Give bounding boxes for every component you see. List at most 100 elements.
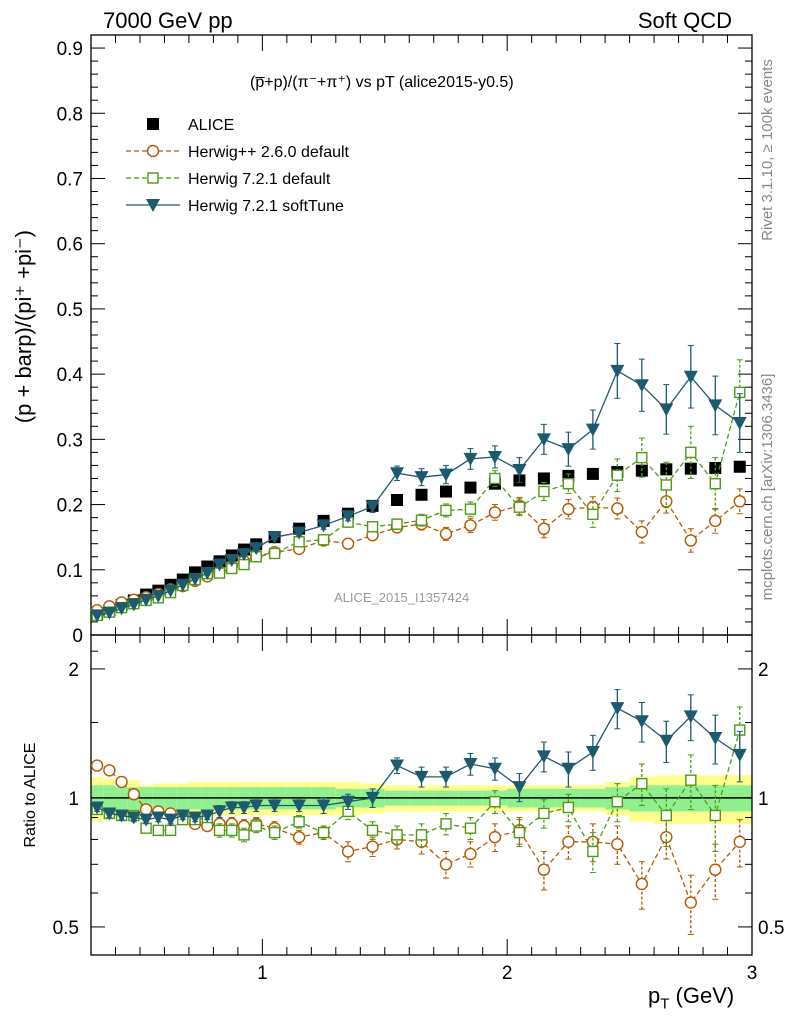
main-herwig-7-2-1-default-point	[660, 479, 673, 491]
main-alice-point	[537, 472, 550, 485]
main-herwig-7-2-1-default-point	[317, 534, 330, 546]
main-herwig-7-2-1-softtune-point	[536, 433, 551, 447]
legend-label: Herwig 7.2.1 default	[188, 171, 331, 188]
main-herwig-7-2-1-softtune-point	[224, 554, 239, 567]
main-herwig-7-2-1-softtune-point	[732, 417, 747, 431]
ratio-herwig-7-2-1-default-point	[391, 829, 403, 841]
ratio-herwig-7-2-1-default-point	[415, 829, 428, 841]
x-tick-label: 1	[257, 963, 268, 984]
main-alice-point	[391, 494, 404, 506]
main-herwig-7-2-1-softtune-line	[96, 369, 741, 617]
ratio-herwig-2-6-0-default-point	[488, 830, 502, 844]
ratio-herwig-2-6-0-default-point	[611, 837, 624, 851]
ratio-herwig-7-2-1-softtune-point	[634, 715, 649, 729]
ratio-herwig-2-6-0-default-point	[115, 775, 128, 789]
main-herwig-2-6-0-default-point	[660, 495, 673, 508]
main-herwig-2-6-0-default-point	[733, 495, 746, 508]
y-tick-label: 0.7	[57, 169, 83, 190]
main-herwig-2-6-0-default-point	[464, 519, 477, 532]
ratio-herwig-7-2-1-default-point	[293, 816, 305, 828]
x-tick-label: 3	[747, 963, 758, 984]
main-herwig-7-2-1-default-point	[391, 518, 403, 530]
main-herwig-2-6-0-default-point	[439, 527, 453, 541]
ratio-y-tick-label-right: 0.5	[758, 918, 784, 939]
ratio-herwig-7-2-1-softtune-point	[249, 799, 264, 813]
main-herwig-7-2-1-softtune-point	[659, 403, 674, 417]
ratio-herwig-7-2-1-softtune-point	[90, 801, 105, 815]
ratio-herwig-7-2-1-softtune-point	[316, 799, 331, 813]
ratio-herwig-7-2-1-default-point	[152, 824, 165, 837]
ratio-herwig-7-2-1-softtune-point	[463, 757, 478, 771]
ratio-herwig-2-6-0-default-point	[341, 845, 355, 858]
ratio-herwig-7-2-1-default-point	[611, 795, 624, 808]
main-herwig-7-2-1-softtune-point	[126, 598, 141, 612]
main-herwig-7-2-1-default-point	[538, 485, 550, 498]
ratio-herwig-7-2-1-softtune-point	[536, 750, 551, 764]
marks-layer	[90, 342, 747, 936]
ratio-herwig-7-2-1-softtune-point	[610, 702, 625, 716]
ratio-herwig-7-2-1-softtune-point	[212, 805, 227, 819]
main-herwig-7-2-1-softtune-point	[102, 606, 117, 620]
ratio-herwig-7-2-1-softtune-point	[390, 759, 405, 773]
main-herwig-2-6-0-default-point	[341, 537, 355, 550]
ratio-herwig-7-2-1-softtune-point	[683, 710, 698, 724]
main-herwig-7-2-1-default-point	[685, 446, 697, 459]
main-herwig-7-2-1-default-point	[268, 547, 281, 560]
legend-marker	[147, 172, 159, 184]
main-alice-point	[415, 488, 428, 501]
main-herwig-7-2-1-softtune-point	[249, 542, 264, 556]
main-herwig-2-6-0-default-line	[96, 500, 741, 611]
ratio-herwig-7-2-1-softtune-point	[292, 799, 307, 813]
ratio-herwig-7-2-1-softtune-point	[438, 770, 453, 784]
ratio-herwig-2-6-0-default-point	[635, 877, 649, 891]
ratio-herwig-2-6-0-default-point	[733, 835, 746, 849]
main-herwig-7-2-1-softtune-point	[390, 467, 405, 481]
ratio-herwig-7-2-1-default-point	[317, 826, 330, 839]
ratio-herwig-7-2-1-softtune-point	[163, 813, 178, 827]
ratio-herwig-7-2-1-softtune-point	[102, 807, 117, 821]
legend-label: ALICE	[188, 117, 234, 134]
ratio-plot-frame	[90, 634, 753, 956]
ratio-herwig-7-2-1-default-point	[250, 820, 262, 832]
ratio-herwig-2-6-0-default-point	[684, 896, 697, 909]
x-axis-label: pT (GeV)	[648, 983, 735, 1013]
main-herwig-7-2-1-softtune-point	[175, 578, 190, 592]
main-herwig-2-6-0-default-point	[537, 522, 551, 535]
ratio-herwig-7-2-1-softtune-point	[175, 809, 190, 823]
ratio-herwig-7-2-1-default-point	[489, 795, 501, 808]
main-herwig-7-2-1-softtune-point	[561, 443, 576, 457]
ratio-band-layer	[91, 775, 752, 824]
y-tick-label: 0.4	[57, 365, 84, 386]
ratio-y-tick-label: 0.5	[53, 918, 79, 939]
ratio-herwig-7-2-1-default-point	[164, 824, 177, 837]
main-herwig-7-2-1-softtune-point	[438, 468, 453, 482]
plot-title: (p̅+p)/(π⁻+π⁺) vs pT (alice2015-y0.5)	[250, 74, 514, 91]
ratio-herwig-2-6-0-default-point	[562, 835, 575, 849]
main-herwig-7-2-1-softtune-point	[292, 526, 307, 540]
ratio-herwig-7-2-1-softtune-point	[200, 809, 215, 823]
main-herwig-7-2-1-default-point	[636, 451, 648, 464]
main-herwig-2-6-0-default-point	[635, 525, 649, 539]
ratio-y-tick-label-right: 2	[758, 660, 769, 681]
main-herwig-7-2-1-softtune-point	[316, 519, 331, 533]
ratio-herwig-7-2-1-softtune-point	[224, 801, 239, 815]
ratio-y-tick-label: 1	[68, 789, 79, 810]
axes-layer: 0 0.1 0.2 0.3 0.4 0.5 0.6 0.7 0.8 0.9 1 2 3 0.5 0.5 1 1 2…	[53, 34, 784, 984]
main-herwig-7-2-1-default-point	[366, 521, 379, 533]
ratio-herwig-7-2-1-default-point	[636, 777, 648, 790]
ratio-herwig-7-2-1-default-point	[440, 818, 452, 830]
y-tick-label: 0	[72, 626, 83, 647]
ratio-herwig-2-6-0-default-point	[464, 847, 477, 861]
y-tick-label: 0.3	[57, 430, 83, 451]
y-tick-label: 0.2	[57, 496, 83, 517]
y-tick-label: 0.9	[57, 39, 83, 60]
main-herwig-7-2-1-softtune-point	[708, 399, 723, 413]
y-tick-label: 0.8	[57, 104, 83, 125]
ratio-herwig-7-2-1-default-point	[226, 824, 238, 837]
main-herwig-2-6-0-default-point	[488, 506, 502, 519]
ratio-herwig-7-2-1-softtune-point	[512, 781, 527, 795]
ratio-herwig-7-2-1-softtune-point	[708, 731, 723, 745]
legend-label: Herwig++ 2.6.0 default	[188, 144, 350, 161]
ratio-herwig-7-2-1-softtune-point	[341, 795, 356, 809]
